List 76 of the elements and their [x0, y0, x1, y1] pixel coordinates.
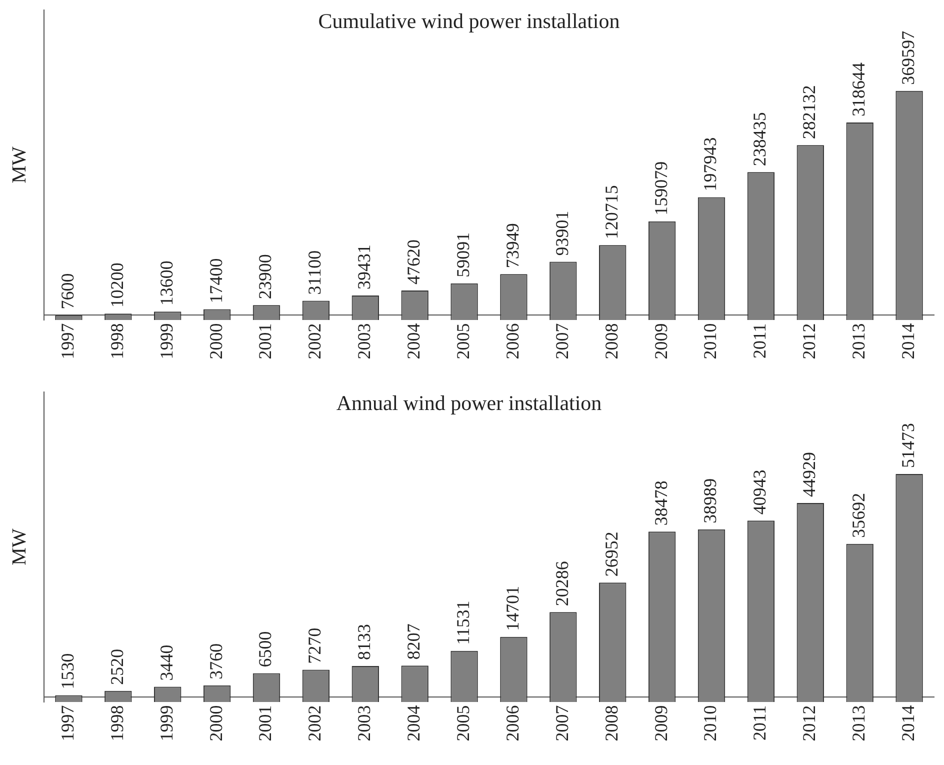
x-tick-label: 2010	[700, 323, 720, 360]
data-label: 282132	[799, 85, 820, 140]
data-label: 38478	[650, 480, 671, 526]
x-tick-label: 2011	[750, 705, 770, 741]
x-tick-label: 2006	[502, 323, 522, 360]
x-tick-label: 2009	[650, 705, 671, 742]
data-label: 11531	[453, 600, 474, 645]
data-label: 7270	[304, 628, 325, 664]
x-tick-label: 2010	[700, 705, 720, 742]
data-label: 44929	[799, 452, 820, 498]
data-label: 39431	[354, 244, 374, 290]
data-label: 6500	[255, 631, 276, 668]
x-tick-label: 1999	[156, 705, 176, 742]
x-tick-label: 2000	[206, 323, 226, 360]
x-tick-label: 2002	[304, 323, 325, 360]
x-tick-label: 2013	[848, 705, 869, 742]
data-label: 40943	[750, 470, 770, 515]
data-label: 1530	[57, 653, 78, 690]
chart-title: Annual wind power installation	[336, 391, 602, 416]
data-label: 26952	[601, 532, 622, 577]
data-label: 8133	[354, 624, 374, 660]
data-label: 59091	[453, 232, 474, 278]
x-tick-label: 2007	[552, 323, 572, 360]
data-label: 20286	[552, 561, 572, 606]
data-label: 38989	[700, 478, 720, 524]
x-tick-label: 2007	[552, 705, 572, 742]
x-tick-label: 1999	[156, 323, 176, 360]
data-label: 3440	[156, 644, 176, 681]
x-tick-label: 2001	[255, 705, 276, 742]
x-tick-label: 1997	[57, 705, 78, 742]
data-label: 31100	[304, 250, 325, 295]
x-tick-label: 1998	[106, 323, 127, 360]
data-label: 197943	[700, 137, 720, 192]
data-label: 14701	[502, 586, 522, 631]
x-tick-label: 2001	[255, 323, 276, 360]
data-label: 35692	[848, 492, 869, 538]
data-label: 120715	[601, 185, 622, 240]
x-tick-label: 2002	[304, 705, 325, 742]
data-label: 238435	[750, 112, 770, 166]
x-tick-label: 2005	[453, 705, 474, 742]
x-tick-label: 2003	[354, 705, 374, 742]
x-tick-label: 2004	[404, 323, 424, 360]
data-label: 73949	[502, 223, 522, 268]
data-label: 51473	[898, 423, 918, 468]
data-label: 13600	[156, 260, 176, 306]
data-label: 47620	[404, 239, 424, 284]
x-tick-label: 1997	[57, 323, 78, 360]
data-label: 7600	[57, 273, 78, 310]
x-tick-label: 2006	[502, 705, 522, 742]
data-label: 17400	[206, 258, 226, 304]
data-label: 8207	[404, 624, 424, 660]
x-tick-label: 2014	[898, 705, 918, 742]
x-tick-label: 2011	[750, 323, 770, 359]
data-label: 93901	[552, 210, 572, 256]
x-tick-label: 1998	[106, 705, 127, 742]
x-tick-label: 2014	[898, 323, 918, 360]
x-tick-label: 2005	[453, 323, 474, 360]
x-tick-label: 2003	[354, 323, 374, 360]
x-tick-label: 2004	[404, 705, 424, 742]
data-label: 10200	[106, 262, 127, 308]
chart-title: Cumulative wind power installation	[318, 9, 620, 34]
x-tick-label: 2012	[799, 323, 820, 360]
data-label: 2520	[106, 648, 127, 685]
x-tick-label: 2009	[650, 323, 671, 360]
x-tick-label: 2000	[206, 705, 226, 742]
y-axis-title: MW	[8, 146, 30, 184]
y-axis-title: MW	[8, 528, 30, 566]
x-tick-label: 2008	[601, 705, 622, 742]
x-tick-label: 2012	[799, 705, 820, 742]
data-label: 23900	[255, 254, 276, 300]
x-tick-label: 2008	[601, 323, 622, 360]
data-label: 159079	[650, 161, 671, 216]
x-tick-label: 2013	[848, 323, 869, 360]
data-label: 369597	[898, 30, 918, 85]
data-label: 318644	[848, 62, 869, 116]
data-label: 3760	[206, 643, 226, 680]
